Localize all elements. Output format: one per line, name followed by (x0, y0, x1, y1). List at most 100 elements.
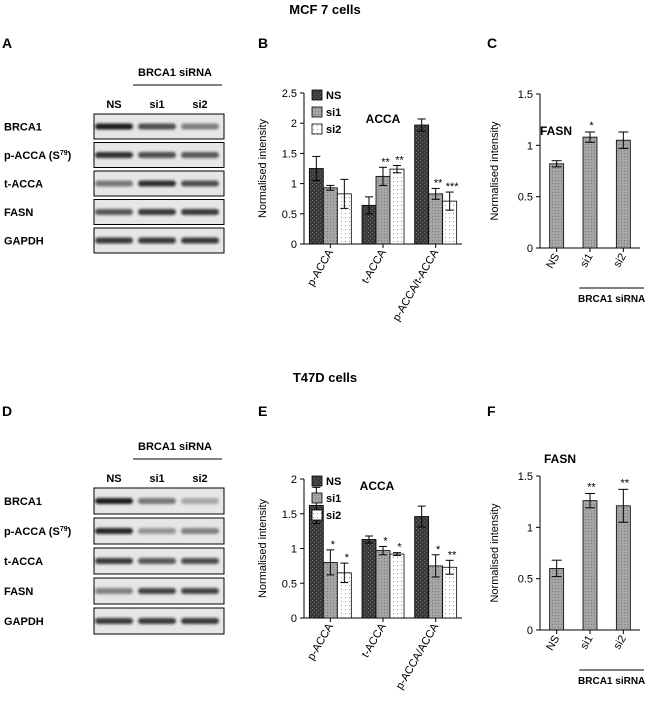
legend-swatch-ns (311, 475, 323, 487)
significance-marker: * (344, 552, 349, 564)
blot-row-label: p-ACCA (S79) (4, 526, 72, 538)
y-tick-label: 1.5 (518, 471, 533, 483)
bar-si1 (375, 175, 391, 245)
lane-label-ns: NS (106, 473, 121, 485)
protein-band (95, 209, 133, 215)
blot-row-label: GAPDH (4, 616, 44, 628)
section-title-t47d: T47D cells (293, 370, 357, 385)
legend-label-ns: NS (326, 476, 341, 488)
legend-swatch-si1 (311, 106, 323, 118)
panel-letter-a: A (2, 35, 12, 51)
significance-marker: * (436, 544, 441, 556)
panel-letter-c: C (487, 35, 497, 51)
y-axis-label: Normalised intensity (257, 498, 269, 598)
x-tick-label: NS (544, 252, 562, 271)
lane-label-si1: si1 (149, 99, 164, 111)
section-title-mcf7: MCF 7 cells (289, 2, 361, 17)
y-tick-label: 1.5 (282, 148, 297, 160)
bar-si2 (615, 139, 631, 249)
significance-marker: * (330, 539, 335, 551)
bar-si1 (375, 550, 391, 619)
panel-letter-f: F (487, 403, 496, 419)
blot-row-label: BRCA1 (4, 122, 42, 134)
protein-band (181, 618, 219, 624)
sirna-label: BRCA1 siRNA (138, 441, 212, 453)
x-tick-label: si1 (578, 634, 595, 652)
chart-f-fasn-t47d: FASN 0 0.5 1 1.5 Normalised intensity NS ** si1 *… (489, 452, 645, 687)
bar-si2 (615, 505, 631, 631)
y-axis-label: Normalised intensity (257, 118, 269, 218)
legend-label-si1: si1 (326, 493, 341, 505)
bar-ns (414, 516, 430, 619)
protein-band (181, 588, 219, 594)
lane-label-si2: si2 (192, 99, 207, 111)
significance-marker: ** (381, 156, 390, 168)
blot-row-label: GAPDH (4, 236, 44, 248)
y-tick-label: 2 (291, 474, 297, 486)
sirna-label: BRCA1 siRNA (138, 67, 212, 79)
y-tick-label: 1.5 (518, 89, 533, 101)
blot-row-label: FASN (4, 586, 33, 598)
protein-band (181, 123, 219, 130)
lane-label-si2: si2 (192, 473, 207, 485)
x-tick-label: p-ACCA (305, 247, 336, 289)
sirna-group-label: BRCA1 siRNA (578, 676, 645, 687)
significance-marker: ** (433, 177, 442, 189)
bar-si2 (389, 553, 405, 619)
y-axis-label: Normalised intensity (489, 121, 501, 221)
protein-band (181, 237, 219, 244)
significance-marker: ** (447, 549, 456, 561)
y-tick-label: 0.5 (518, 192, 533, 204)
y-tick-label: 1 (527, 522, 533, 534)
bar-si2 (389, 168, 405, 245)
significance-marker: ** (395, 154, 404, 166)
protein-band (95, 180, 133, 187)
bar-si1 (428, 193, 444, 245)
legend-label-si2: si2 (326, 510, 341, 522)
legend-label-ns: NS (326, 90, 341, 102)
protein-band (138, 209, 176, 215)
bar-ns (361, 539, 377, 619)
significance-marker: * (383, 535, 388, 547)
y-tick-label: 0 (527, 243, 533, 255)
x-tick-label: p-ACCA/ACCA (394, 621, 442, 692)
blot-row-label: t-ACCA (4, 556, 43, 568)
chart-b-acca-mcf7: ACCA 0 0.5 1 1.5 2 2.5 Normalised intensity p-AC… (257, 88, 462, 323)
legend-swatch-si1 (311, 492, 323, 504)
bar-ns (549, 568, 565, 631)
protein-band (138, 498, 176, 504)
x-tick-label: t-ACCA (360, 621, 389, 660)
bar-si1 (582, 500, 598, 631)
protein-band (181, 498, 219, 504)
significance-marker: * (589, 120, 594, 132)
x-tick-label: si2 (612, 634, 629, 652)
protein-band (95, 123, 133, 130)
protein-band (181, 152, 219, 158)
y-tick-label: 2.5 (282, 88, 297, 100)
protein-band (138, 618, 176, 624)
protein-band (181, 209, 219, 215)
y-tick-label: 1 (291, 179, 297, 191)
x-tick-label: si1 (578, 252, 595, 270)
protein-band (95, 237, 133, 244)
blot-row-label: FASN (4, 207, 33, 219)
y-tick-label: 1.5 (282, 509, 297, 521)
western-blot-t47d: BRCA1 siRNA NS si1 si2 BRCA1 p-ACCA (S79) t-AC… (4, 441, 225, 635)
lane-label-si1: si1 (149, 473, 164, 485)
bar-si1 (582, 136, 598, 249)
legend-label-si2: si2 (326, 124, 341, 136)
protein-band (95, 618, 133, 624)
legend-swatch-si2 (311, 123, 323, 135)
y-axis-label: Normalised intensity (489, 503, 501, 603)
protein-band (181, 558, 219, 564)
y-tick-label: 0 (527, 625, 533, 637)
chart-c-fasn-mcf7: FASN 0 0.5 1 1.5 Normalised intensity NS * si1 si… (489, 89, 645, 305)
panel-letter-b: B (258, 35, 268, 51)
x-tick-label: si2 (612, 252, 629, 270)
blot-row-label: BRCA1 (4, 496, 42, 508)
panel-letter-e: E (258, 403, 267, 419)
legend-swatch-si2 (311, 509, 323, 521)
y-tick-label: 0 (291, 613, 297, 625)
